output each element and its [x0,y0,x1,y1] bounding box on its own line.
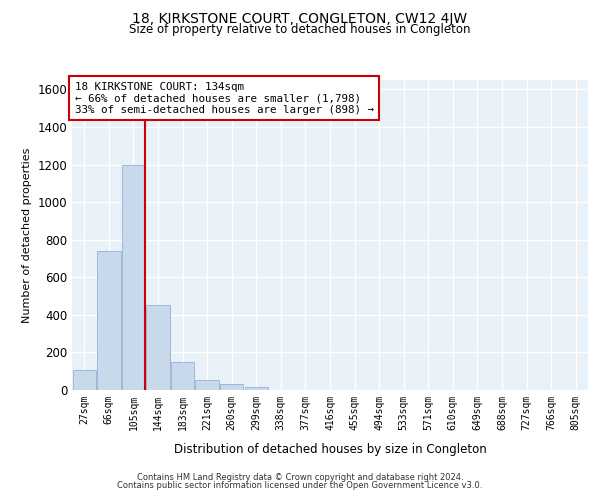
Bar [97,251,121,390]
Text: 18, KIRKSTONE COURT, CONGLETON, CW12 4JW: 18, KIRKSTONE COURT, CONGLETON, CW12 4JW [133,12,467,26]
Bar [146,306,170,390]
Bar [220,384,244,390]
Bar [245,386,268,390]
Y-axis label: Number of detached properties: Number of detached properties [22,148,32,322]
Bar [196,380,219,390]
Bar [122,164,145,390]
Text: Contains public sector information licensed under the Open Government Licence v3: Contains public sector information licen… [118,481,482,490]
Bar [171,362,194,390]
Text: 18 KIRKSTONE COURT: 134sqm
← 66% of detached houses are smaller (1,798)
33% of s: 18 KIRKSTONE COURT: 134sqm ← 66% of deta… [74,82,374,115]
Text: Contains HM Land Registry data © Crown copyright and database right 2024.: Contains HM Land Registry data © Crown c… [137,472,463,482]
Text: Size of property relative to detached houses in Congleton: Size of property relative to detached ho… [129,22,471,36]
Text: Distribution of detached houses by size in Congleton: Distribution of detached houses by size … [173,442,487,456]
Bar [73,370,96,390]
